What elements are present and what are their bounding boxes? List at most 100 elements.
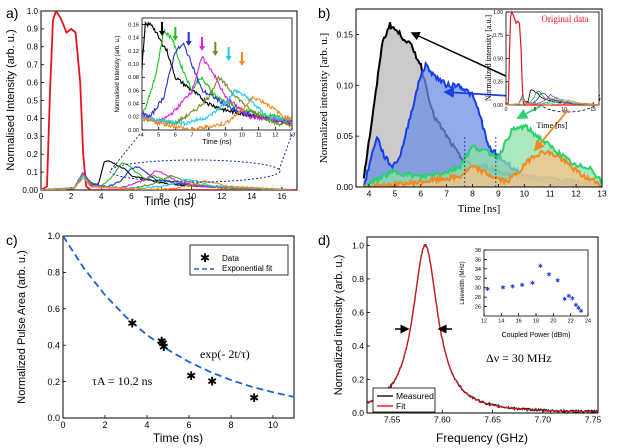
panel-b-ytick-label: 0.10 bbox=[336, 80, 353, 90]
panel-b-xtick-label: 8 bbox=[470, 189, 475, 199]
panel-a-inset-xtick-label: 7 bbox=[190, 133, 193, 139]
panel-d-ylabel: Normalized intensity (arb. u.) bbox=[333, 255, 345, 396]
panel-b-ytick-label: 0.05 bbox=[336, 131, 353, 141]
panel-a-xtick-label: 8 bbox=[159, 192, 164, 201]
panel-c-xtick-label: 8 bbox=[228, 420, 233, 430]
panel-a-ylabel: Normalised Intensity (arb. u.) bbox=[5, 29, 17, 170]
panel-a-xtick-label: 4 bbox=[99, 192, 104, 201]
panel-d-inset-point: ✱ bbox=[510, 283, 515, 290]
panel-a-inset-series bbox=[142, 20, 292, 130]
panel-c-xtick-label: 10 bbox=[268, 420, 278, 430]
panel-b-xtick-label: 13 bbox=[597, 189, 607, 199]
panel-d-legend-fit-label: Fit bbox=[396, 401, 406, 411]
panel-d-inset-point: ✱ bbox=[485, 286, 490, 293]
panel-d-inset-point: ✱ bbox=[530, 280, 535, 287]
panel-d-inset-frame bbox=[483, 249, 589, 317]
panel-a-ytick-label: 0.9 bbox=[27, 25, 39, 34]
panel-d-xtick-label: 7.60 bbox=[434, 415, 451, 425]
panel-c-ylabel: Normalized Pulse Area (arb. u.) bbox=[16, 250, 28, 403]
panel-b-xtick-label: 5 bbox=[392, 189, 397, 199]
panel-a-ytick-label: 0.2 bbox=[27, 150, 39, 159]
panel-c-ytick-label: 1.0 bbox=[47, 231, 60, 241]
panel-a-inset-ytick-label: 0.00 bbox=[128, 128, 139, 134]
panel-b-inset-annotation: Original data bbox=[541, 14, 588, 24]
panel-b-inset-xtick-label: 15 bbox=[590, 107, 596, 113]
panel-b-xtick-label: 10 bbox=[520, 189, 530, 199]
panel-b-xtick-label: 4 bbox=[367, 189, 372, 199]
panel-b-area-blue bbox=[363, 63, 602, 187]
panel-a-ytick-label: 0.1 bbox=[27, 168, 39, 177]
panel-a-inset-ytick-label: 0.10 bbox=[128, 62, 139, 68]
panel-a-inset-series-blue bbox=[142, 41, 292, 124]
panel-a-series-input-pulse bbox=[41, 11, 297, 190]
panel-label-c: c) bbox=[6, 232, 18, 248]
panel-d-inset-ytick-label: 36 bbox=[475, 257, 481, 263]
panel-a-inset-xtick-label: 5 bbox=[157, 133, 160, 139]
panel-c-series: ✱✱✱✱✱ ✱✱ bbox=[63, 236, 294, 405]
panel-b-ytick-label: 0.15 bbox=[336, 29, 353, 39]
panel-c-data-point: ✱ bbox=[157, 335, 167, 349]
panel-c-xlabel: Time (ns) bbox=[153, 431, 203, 445]
panel-d-inset-point: ✱ bbox=[538, 263, 543, 270]
panel-a-inset-arrow-head bbox=[172, 36, 179, 41]
panel-a-inset-xtick-label: 12 bbox=[272, 133, 278, 139]
panel-b-xtick-label: 9 bbox=[496, 189, 501, 199]
panel-a-inset-ytick-label: 0.08 bbox=[128, 75, 139, 81]
panel-d-inset-point: ✱ bbox=[576, 305, 581, 312]
panel-a-inset-arrow-head bbox=[185, 41, 192, 46]
panel-c-data-point: ✱ bbox=[186, 369, 196, 383]
panel-c-fit-line bbox=[63, 236, 294, 398]
panel-a-inset-xtick-label: 9 bbox=[224, 133, 227, 139]
panel-d-inset-point: ✱ bbox=[562, 296, 567, 303]
panel-d-inset-ytick-label: 30 bbox=[475, 286, 481, 292]
panel-d-inset-point: ✱ bbox=[570, 296, 575, 303]
panel-d-xtick-label: 7.55 bbox=[384, 415, 401, 425]
panel-a-inset-xtick-label: 8 bbox=[207, 133, 210, 139]
panel-d: 7.55 7.60 7.65 7.70 7.75 0.0 0.2 0.4 0.6 0.8 1.0 F… bbox=[333, 236, 602, 445]
panel-b-series bbox=[362, 22, 602, 187]
panel-a-xlabel: Time (ns) bbox=[144, 194, 194, 208]
panel-label-d: d) bbox=[318, 232, 330, 248]
panel-d-inset-point: ✱ bbox=[555, 278, 560, 285]
panel-b: 4 5 6 7 8 9 10 11 12 13 0.00 0.05 0.10 0.15 Time [ns]… bbox=[318, 8, 607, 215]
panel-c-data-point: ✱ bbox=[249, 391, 259, 405]
panel-d-fit-line bbox=[367, 244, 598, 413]
panel-a-zoom-ellipse bbox=[109, 159, 281, 183]
panel-c-data-point: ✱ bbox=[207, 375, 217, 389]
panel-d-annotation: Δν = 30 MHz bbox=[486, 351, 552, 365]
panel-a-inset-ylabel: Normalised Intensity (arb. u.) bbox=[115, 35, 121, 112]
panel-c-xtick-label: 6 bbox=[186, 420, 191, 430]
panel-a-xtick-label: 2 bbox=[69, 192, 74, 201]
panel-a-inset-arrow-head bbox=[199, 46, 205, 51]
panel-a-xtick-label: 12 bbox=[217, 192, 226, 201]
panel-b-inset-xtick-label: 10 bbox=[561, 107, 567, 113]
panel-b-xtick-label: 6 bbox=[418, 189, 423, 199]
panel-a-inset-ytick-label: 0.02 bbox=[128, 115, 139, 121]
panel-a-inset-series-orange bbox=[142, 95, 292, 130]
panel-b-line-orange bbox=[363, 149, 602, 187]
panel-b-inset-xtick-label: 0 bbox=[505, 107, 508, 113]
panel-a: 0 2 4 6 8 10 12 14 16 0.00 0.1 0.2 0.3 0.4 0.5 0.6 0.7 0.… bbox=[5, 7, 298, 208]
panel-b-ylabel: Normalized intensity [arb. u.] bbox=[318, 33, 330, 163]
panel-c-ytick-label: 0.4 bbox=[47, 340, 60, 350]
panel-d-ytick-label: 0.0 bbox=[352, 408, 364, 418]
panel-a-inset-ytick-label: 0.14 bbox=[128, 36, 139, 42]
panel-d-series bbox=[367, 243, 598, 413]
panel-d-inset-xtick-label: 18 bbox=[533, 319, 539, 325]
panel-c-xtick-label: 4 bbox=[144, 420, 149, 430]
panel-a-series bbox=[41, 11, 297, 190]
panel-b-xtick-label: 7 bbox=[444, 189, 449, 199]
panel-d-inset-point: ✱ bbox=[579, 308, 584, 315]
panel-c-data-point: ✱ bbox=[159, 340, 169, 354]
panel-c-xtick-label: 2 bbox=[102, 420, 107, 430]
panel-a-ytick-label: 0.7 bbox=[27, 61, 39, 70]
panel-d-xtick-label: 7.65 bbox=[484, 415, 501, 425]
panel-c-ytick-label: 0.2 bbox=[47, 377, 60, 387]
panel-a-inset-arrows bbox=[159, 22, 245, 66]
panel-d-inset-xtick-label: 22 bbox=[568, 319, 574, 325]
panel-a-inset-arrow-head bbox=[239, 61, 245, 66]
panel-c-ytick-label: 0.8 bbox=[47, 268, 60, 278]
panel-d-inset-ytick-label: 28 bbox=[475, 295, 481, 301]
panel-d-ytick-label: 0.6 bbox=[352, 307, 364, 317]
